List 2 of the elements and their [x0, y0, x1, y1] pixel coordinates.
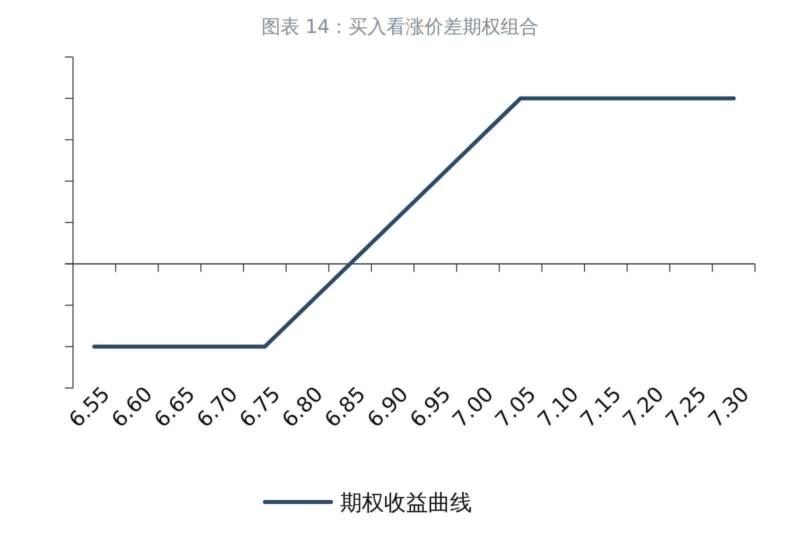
legend-label: 期权收益曲线 [340, 491, 472, 516]
chart-title: 图表 14：买入看涨价差期权组合 [261, 16, 539, 38]
